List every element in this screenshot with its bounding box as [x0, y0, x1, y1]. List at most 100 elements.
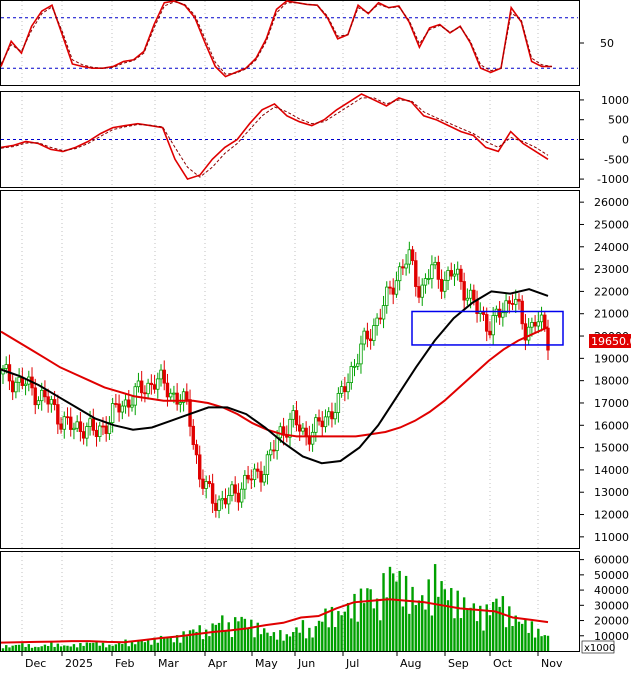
candle-body: [175, 392, 179, 405]
volume-bar: [392, 573, 395, 651]
oscillator-chart: [0, 0, 578, 78]
volume-bar: [511, 626, 514, 651]
candle-body: [14, 381, 18, 393]
volume-bar: [72, 644, 76, 651]
candle-body: [472, 289, 476, 301]
candle-body: [88, 418, 92, 427]
volume-bar: [214, 624, 218, 651]
candle-body: [397, 266, 402, 282]
candle-body: [146, 382, 150, 395]
candle-body: [336, 393, 341, 413]
candle-body: [139, 380, 144, 394]
volume-bar: [69, 646, 72, 651]
candle-body: [268, 449, 273, 456]
candle-body: [443, 279, 447, 292]
candle-body: [433, 261, 437, 266]
volume-bar: [517, 621, 521, 651]
volume-bar: [198, 625, 201, 651]
candle-body: [359, 343, 363, 365]
volume-bar: [166, 637, 169, 651]
volume-bar: [495, 598, 498, 651]
price-tick-label: 22000: [594, 285, 629, 298]
volume-bar: [253, 637, 256, 651]
volume-bar: [398, 570, 401, 651]
candle-body: [49, 399, 54, 405]
macd-tick-label: 500: [608, 114, 629, 127]
volume-bar: [430, 615, 434, 651]
candle-body: [256, 468, 260, 472]
candle-body: [501, 312, 505, 318]
volume-bar: [388, 566, 392, 651]
candle-body: [23, 383, 28, 386]
candle-body: [81, 431, 86, 439]
candle-body: [352, 365, 357, 368]
volume-bar: [530, 621, 534, 651]
volume-bar: [221, 615, 224, 651]
volume-bar: [233, 617, 237, 651]
price-tick-label: 16000: [594, 419, 629, 432]
volume-bar: [266, 632, 269, 651]
volume-bar: [324, 608, 327, 651]
price-chart: [0, 241, 564, 519]
price-tick-label: 24000: [594, 241, 629, 254]
macd-tick-label: -1000: [597, 173, 629, 186]
candle-body: [217, 499, 221, 511]
volume-bar: [46, 645, 50, 651]
volume-bar: [301, 620, 305, 651]
volume-bar: [108, 644, 111, 651]
candle-body: [333, 412, 337, 420]
candle-body: [465, 297, 470, 301]
volume-bar: [250, 619, 253, 651]
candle-body: [514, 298, 518, 305]
volume-bar: [272, 632, 276, 651]
candle-body: [297, 424, 302, 432]
month-gridlines: [21, 1, 539, 656]
volume-bar: [208, 636, 211, 651]
month-label: Sep: [448, 657, 469, 670]
volume-bar: [95, 641, 98, 651]
candle-body: [462, 281, 466, 301]
price-panel: [0, 190, 580, 549]
candle-body: [191, 425, 195, 445]
candle-body: [343, 386, 347, 393]
volume-bar: [285, 634, 288, 651]
volume-bar: [479, 605, 482, 651]
volume-bar: [540, 636, 543, 651]
candle-body: [349, 366, 353, 384]
volume-bar: [330, 606, 334, 651]
volume-bar: [66, 645, 69, 651]
candle-body: [220, 498, 224, 501]
volume-bar: [146, 640, 150, 651]
current-price-tag: 19650.00: [589, 334, 631, 348]
candle-body: [404, 263, 408, 269]
volume-unit: x1000: [581, 640, 615, 654]
candle-body: [410, 249, 415, 262]
volume-bar: [417, 600, 421, 651]
candle-body: [233, 484, 237, 494]
volume-tick-label: 60000: [594, 554, 629, 567]
price-tick-label: 19000: [594, 352, 629, 365]
candle-body: [526, 326, 531, 341]
volume-bar: [440, 581, 443, 651]
oscillator-series-line: [0, 0, 552, 78]
volume-bar: [56, 643, 60, 651]
volume-bar: [237, 621, 240, 651]
volume-bar: [21, 643, 24, 651]
volume-bar: [63, 645, 66, 651]
month-label: Apr: [208, 657, 228, 670]
volume-bar: [462, 597, 466, 651]
volume-bar: [195, 631, 198, 651]
candle-body: [120, 405, 125, 413]
volume-bar: [437, 596, 440, 651]
volume-tick-label: 10000: [594, 630, 629, 643]
volume-tick-label: 20000: [594, 615, 629, 628]
candle-body: [356, 363, 360, 367]
candle-body: [94, 429, 99, 437]
volume-bar: [375, 598, 379, 651]
volume-bar: [353, 593, 356, 651]
volume-tick-label: 50000: [594, 569, 629, 582]
candle-body: [401, 266, 405, 269]
month-label: Dec: [25, 657, 46, 670]
candle-body: [249, 478, 254, 481]
volume-bar: [230, 637, 234, 651]
